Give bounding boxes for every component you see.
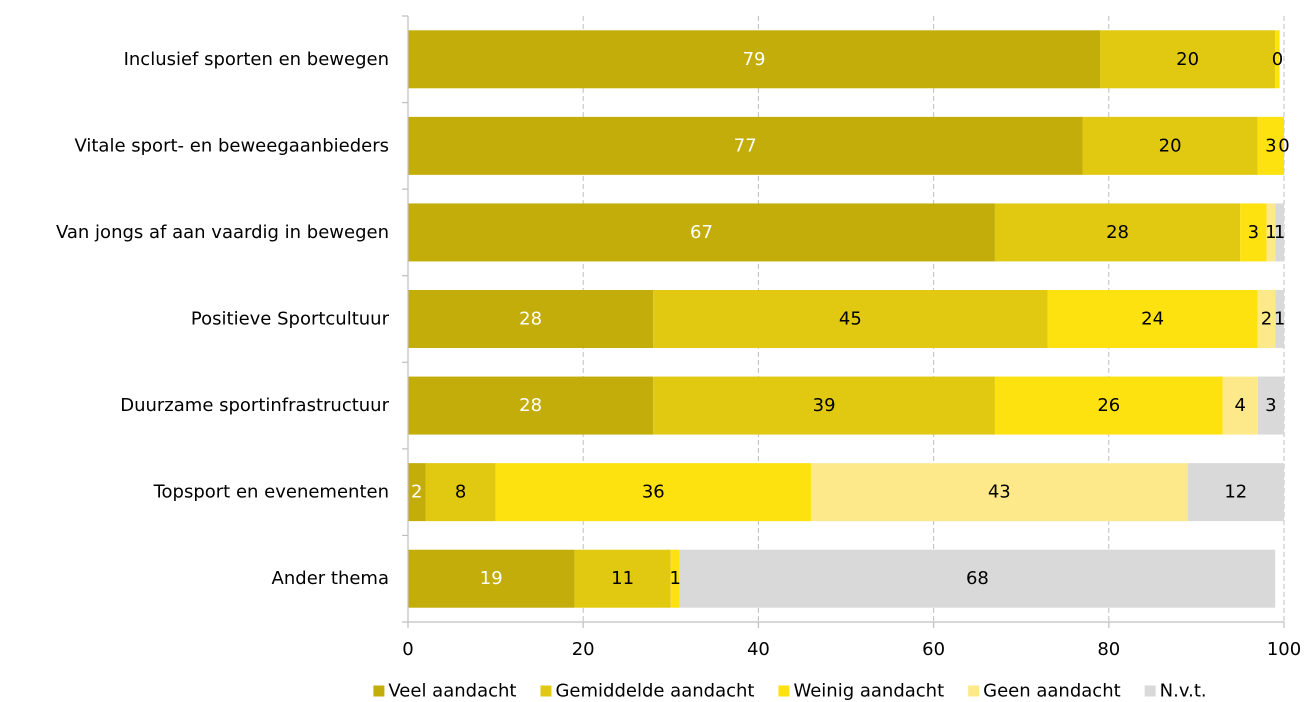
data-label-gemiddelde-aandacht-7: 11 xyxy=(611,568,634,589)
data-label-weinig-aandacht-5: 26 xyxy=(1097,395,1120,416)
legend-swatch-weinig-aandacht xyxy=(778,685,790,697)
bar-weinig-aandacht-5 xyxy=(994,376,1223,435)
bar-veel-aandacht-3 xyxy=(408,203,995,262)
legend-swatch-geen-aandacht xyxy=(968,685,980,697)
x-tick-label-100: 100 xyxy=(1267,639,1301,660)
legend-label-gemiddelde-aandacht: Gemiddelde aandacht xyxy=(555,681,754,702)
data-label-geen-aandacht-6: 43 xyxy=(988,482,1011,503)
bar-weinig-aandacht-2 xyxy=(1257,116,1284,175)
data-label-n-v-t-2: 0 xyxy=(1278,135,1289,156)
data-label-gemiddelde-aandacht-1: 20 xyxy=(1176,49,1199,70)
category-label-4: Positieve Sportcultuur xyxy=(191,309,390,330)
x-axis-ticks: 0 20 40 60 80 100 xyxy=(402,639,1301,660)
x-tick-label-0: 0 xyxy=(402,639,413,660)
category-label-5: Duurzame sportinfrastructuur xyxy=(120,395,389,416)
x-tick-label-60: 60 xyxy=(922,639,945,660)
category-label-7: Ander thema xyxy=(272,568,389,589)
category-label-2: Vitale sport- en beweegaanbieders xyxy=(74,135,389,156)
data-label-geen-aandacht-4: 2 xyxy=(1261,309,1272,330)
bar-n-v-t-6 xyxy=(1187,463,1284,522)
legend-item-veel-aandacht: Veel aandacht xyxy=(373,681,516,702)
data-label-veel-aandacht-2: 77 xyxy=(734,135,757,156)
legend: Veel aandacht Gemiddelde aandacht Weinig a… xyxy=(373,681,1207,702)
bar-gemiddelde-aandacht-1 xyxy=(1100,30,1276,89)
bar-veel-aandacht-7 xyxy=(408,549,575,608)
bar-geen-aandacht-3 xyxy=(1266,203,1276,262)
legend-item-n-v-t: N.v.t. xyxy=(1144,681,1207,702)
category-labels: Inclusief sporten en bewegen Vitale sport… xyxy=(56,49,390,589)
data-label-weinig-aandacht-2: 3 xyxy=(1265,135,1276,156)
bar-veel-aandacht-1 xyxy=(408,30,1101,89)
legend-label-geen-aandacht: Geen aandacht xyxy=(983,681,1121,702)
axes xyxy=(402,15,1285,628)
bar-n-v-t-4 xyxy=(1275,290,1284,348)
data-label-gemiddelde-aandacht-3: 28 xyxy=(1106,222,1129,243)
bar-gemiddelde-aandacht-6 xyxy=(425,463,496,522)
legend-swatch-n-v-t xyxy=(1144,685,1156,697)
data-label-n-v-t-4: 1 xyxy=(1274,309,1285,330)
bar-gemiddelde-aandacht-5 xyxy=(653,376,995,435)
data-label-gemiddelde-aandacht-4: 45 xyxy=(839,309,862,330)
bar-weinig-aandacht-6 xyxy=(495,463,811,522)
bar-weinig-aandacht-3 xyxy=(1240,203,1267,262)
legend-label-veel-aandacht: Veel aandacht xyxy=(388,681,516,702)
category-label-6: Topsport en evenementen xyxy=(153,482,389,503)
bar-veel-aandacht-5 xyxy=(408,376,654,435)
bar-geen-aandacht-4 xyxy=(1257,290,1276,348)
x-tick-label-80: 80 xyxy=(1097,639,1120,660)
category-label-3: Van jongs af aan vaardig in bewegen xyxy=(56,222,389,243)
data-label-veel-aandacht-4: 28 xyxy=(519,309,542,330)
legend-swatch-gemiddelde-aandacht xyxy=(540,685,552,697)
bar-veel-aandacht-4 xyxy=(408,290,654,348)
x-tick-label-20: 20 xyxy=(572,639,595,660)
legend-item-weinig-aandacht: Weinig aandacht xyxy=(778,681,944,702)
legend-label-n-v-t: N.v.t. xyxy=(1160,681,1207,702)
data-label-n-v-t-7: 68 xyxy=(966,568,989,589)
data-label-n-v-t-6: 12 xyxy=(1224,482,1247,503)
bar-geen-aandacht-6 xyxy=(810,463,1188,522)
data-label-weinig-aandacht-1: 0 xyxy=(1272,49,1283,70)
data-label-gemiddelde-aandacht-5: 39 xyxy=(813,395,836,416)
bar-n-v-t-7 xyxy=(679,549,1276,608)
bar-gemiddelde-aandacht-4 xyxy=(653,290,1048,348)
bar-geen-aandacht-5 xyxy=(1222,376,1258,435)
category-label-1: Inclusief sporten en bewegen xyxy=(124,49,389,70)
data-label-gemiddelde-aandacht-2: 20 xyxy=(1159,135,1182,156)
data-label-gemiddelde-aandacht-6: 8 xyxy=(455,482,466,503)
data-label-geen-aandacht-5: 4 xyxy=(1234,395,1245,416)
data-label-veel-aandacht-5: 28 xyxy=(519,395,542,416)
data-label-veel-aandacht-3: 67 xyxy=(690,222,713,243)
bar-n-v-t-5 xyxy=(1257,376,1284,435)
data-label-weinig-aandacht-4: 24 xyxy=(1141,309,1164,330)
bar-veel-aandacht-2 xyxy=(408,116,1083,175)
data-label-weinig-aandacht-3: 3 xyxy=(1248,222,1259,243)
bar-veel-aandacht-6 xyxy=(408,463,426,522)
data-label-veel-aandacht-1: 79 xyxy=(743,49,766,70)
bar-weinig-aandacht-4 xyxy=(1047,290,1258,348)
legend-item-geen-aandacht: Geen aandacht xyxy=(968,681,1121,702)
data-label-n-v-t-3: 1 xyxy=(1274,222,1285,243)
bar-gemiddelde-aandacht-3 xyxy=(994,203,1241,262)
data-label-geen-aandacht-3: 1 xyxy=(1265,222,1276,243)
legend-label-weinig-aandacht: Weinig aandacht xyxy=(793,681,944,702)
data-label-veel-aandacht-7: 19 xyxy=(480,568,503,589)
data-label-veel-aandacht-6: 2 xyxy=(411,482,422,503)
data-label-n-v-t-5: 3 xyxy=(1265,395,1276,416)
x-tick-label-40: 40 xyxy=(747,639,770,660)
bar-gemiddelde-aandacht-2 xyxy=(1082,116,1258,175)
bar-weinig-aandacht-1 xyxy=(1275,30,1280,89)
bar-gemiddelde-aandacht-7 xyxy=(574,549,671,608)
legend-swatch-veel-aandacht xyxy=(373,685,385,697)
data-label-weinig-aandacht-7: 1 xyxy=(669,568,680,589)
bar-weinig-aandacht-7 xyxy=(670,549,680,608)
bar-n-v-t-3 xyxy=(1275,203,1284,262)
data-label-weinig-aandacht-6: 36 xyxy=(642,482,665,503)
legend-item-gemiddelde-aandacht: Gemiddelde aandacht xyxy=(540,681,754,702)
